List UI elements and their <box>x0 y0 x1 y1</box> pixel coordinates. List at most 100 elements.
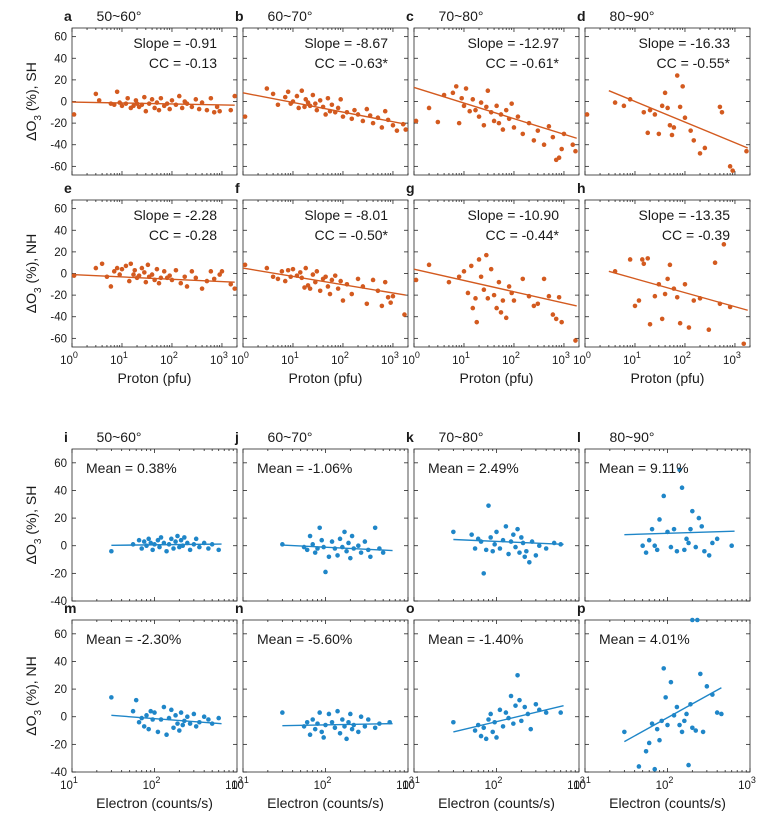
x-tick-base: 10 <box>225 780 238 792</box>
x-tick-base: 10 <box>231 355 244 367</box>
data-point <box>173 539 178 544</box>
slope-text: Slope = -12.97 <box>468 35 560 51</box>
data-point <box>483 547 489 553</box>
x-tick-exponent: 3 <box>409 775 414 785</box>
x-tick-exponent: 1 <box>415 775 420 785</box>
data-point <box>340 544 345 550</box>
y-axis-label: ΔO3 (%), SH <box>23 486 44 565</box>
x-tick-base: 10 <box>60 780 73 792</box>
data-point <box>441 92 447 98</box>
data-point <box>313 101 318 106</box>
data-point <box>390 122 396 128</box>
panel-title: 70~80° <box>439 429 484 445</box>
x-tick-base: 10 <box>452 355 465 367</box>
x-tick-label: 102 <box>673 350 691 367</box>
x-tick-label: 102 <box>485 775 503 792</box>
data-point <box>528 726 534 732</box>
data-point <box>712 260 718 265</box>
data-point <box>468 263 474 269</box>
y-axis-label-subscript: 3 <box>33 538 44 544</box>
x-tick-base: 10 <box>143 780 156 792</box>
data-point <box>506 116 512 122</box>
x-tick-base: 10 <box>573 780 586 792</box>
data-point <box>513 544 518 550</box>
data-point <box>349 291 355 297</box>
data-point <box>511 298 517 303</box>
y-tick-label: -40 <box>50 312 67 324</box>
x-tick-label: 101 <box>402 775 420 792</box>
data-point <box>661 493 667 499</box>
data-point <box>139 102 145 108</box>
data-point <box>520 540 526 546</box>
data-point <box>141 724 147 729</box>
y-tick-label: 0 <box>61 269 67 281</box>
data-point <box>665 722 670 728</box>
data-point <box>717 104 723 110</box>
slope-text: Slope = -16.33 <box>639 35 731 51</box>
data-point <box>641 261 647 267</box>
data-point <box>556 155 562 161</box>
data-point <box>185 714 190 720</box>
data-point <box>349 116 355 122</box>
data-point <box>451 719 456 725</box>
cc-text: CC = -0.63* <box>314 55 388 71</box>
data-point <box>695 617 700 623</box>
x-tick-label: 103 <box>396 775 414 792</box>
data-point <box>488 110 494 115</box>
data-point <box>206 546 211 551</box>
x-tick-exponent: 1 <box>294 350 299 360</box>
x-axis-label: Electron (counts/s) <box>96 795 213 811</box>
data-point <box>697 296 703 301</box>
data-point <box>123 263 129 269</box>
panel-title: 70~80° <box>439 8 484 24</box>
data-point <box>688 128 693 133</box>
data-point <box>182 274 188 280</box>
data-point <box>400 121 406 127</box>
data-point <box>317 288 323 294</box>
x-tick-base: 10 <box>552 355 565 367</box>
data-point <box>515 672 520 678</box>
data-point <box>717 301 723 307</box>
data-point <box>332 273 338 278</box>
data-point <box>329 539 335 544</box>
data-point <box>209 542 215 547</box>
data-point <box>473 296 478 301</box>
data-point <box>321 544 326 550</box>
data-point <box>677 104 683 110</box>
y-axis-label-main: ΔO <box>23 121 39 141</box>
data-point <box>358 714 364 720</box>
data-point <box>556 294 562 300</box>
data-point <box>682 282 688 287</box>
data-point <box>99 261 105 267</box>
data-point <box>494 103 499 109</box>
data-point <box>390 293 396 299</box>
data-point <box>315 546 320 551</box>
data-point <box>164 101 170 106</box>
data-point <box>193 97 199 102</box>
data-point <box>356 543 361 549</box>
data-point <box>702 145 708 151</box>
data-point <box>352 107 357 113</box>
data-point <box>665 276 670 282</box>
data-point <box>453 84 459 89</box>
fit-line <box>111 714 222 725</box>
y-axis-label-main: ΔO <box>23 293 39 313</box>
y-tick-label: 0 <box>61 97 67 109</box>
data-point <box>204 107 210 113</box>
data-point <box>536 707 542 713</box>
data-point <box>344 548 349 554</box>
data-point <box>340 717 345 722</box>
data-point <box>669 132 675 138</box>
x-axis-label: Proton (pfu) <box>631 370 705 386</box>
data-point <box>139 265 145 271</box>
data-point <box>206 717 211 722</box>
data-point <box>682 718 687 724</box>
y-tick-label: 40 <box>54 485 67 497</box>
x-tick-base: 10 <box>573 355 586 367</box>
data-point <box>111 269 117 274</box>
data-point <box>323 569 328 575</box>
data-point <box>517 697 522 703</box>
cc-text: CC = -0.13 <box>149 55 217 71</box>
data-point <box>364 106 370 112</box>
